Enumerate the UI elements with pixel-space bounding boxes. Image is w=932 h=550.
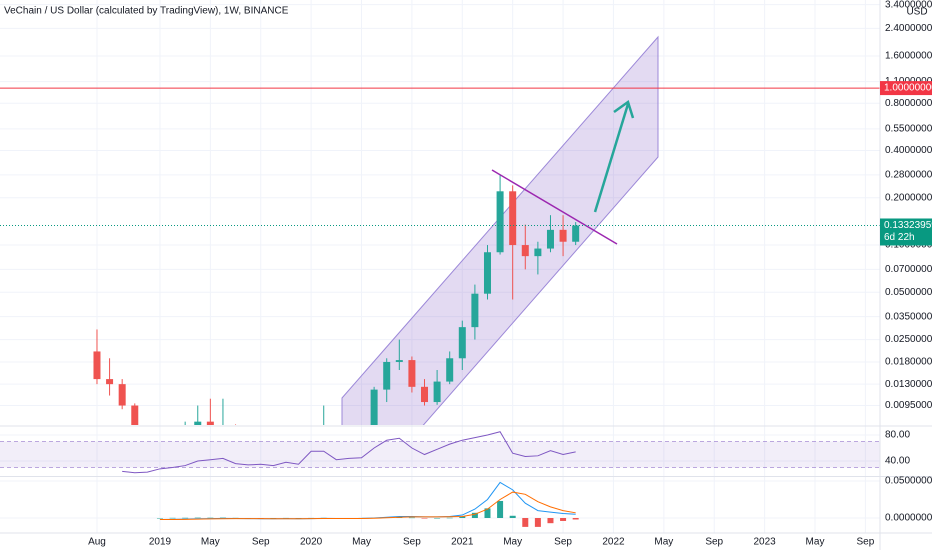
- alert-label-box: [880, 81, 932, 96]
- candles: [93, 174, 580, 442]
- x-tick-label: May: [201, 537, 220, 548]
- rsi-band: [0, 441, 880, 468]
- macd-histogram-bar: [560, 518, 567, 521]
- arrow-head: [613, 99, 635, 119]
- macd-histogram-bar: [572, 518, 579, 520]
- x-tick-label: Sep: [554, 537, 572, 548]
- candle-body: [559, 229, 567, 242]
- x-tick-label: 2021: [451, 537, 474, 548]
- macd-histogram-bar: [156, 518, 163, 519]
- macd-histogram-bar: [534, 518, 541, 527]
- candle-body: [471, 293, 479, 328]
- macd-histogram-bar: [434, 518, 441, 519]
- currency: USD: [906, 7, 927, 18]
- candle-body: [496, 191, 504, 253]
- y-tick-label: 0.00000000: [885, 513, 932, 524]
- candle-body: [194, 421, 202, 425]
- macd-histogram-bar: [194, 517, 201, 519]
- macd-histogram-bar: [497, 500, 504, 518]
- macd-line: [159, 481, 576, 520]
- x-tick-label: May: [503, 537, 522, 548]
- x-tick-label: Sep: [252, 537, 270, 548]
- x-tick-label: May: [352, 537, 371, 548]
- x-tick-label: May: [806, 537, 825, 548]
- candle-body: [206, 421, 214, 425]
- candle-body: [509, 191, 517, 246]
- axes: Aug 2019 May Sep 2020 May Sep 2021 May Sep 2022 May…: [88, 0, 932, 548]
- macd-histogram-bar: [207, 517, 214, 519]
- x-tick-label: 2022: [602, 537, 625, 548]
- candle-body: [131, 405, 139, 425]
- chart-title: VeChain / US Dollar (calculated by Tradi…: [4, 6, 289, 17]
- countdown: 6d 22h: [884, 232, 915, 243]
- arrow: [593, 103, 630, 213]
- drawings-top: [491, 99, 635, 245]
- candle-body: [421, 386, 429, 403]
- x-tick-label: Aug: [88, 537, 106, 548]
- macd-histogram-bar: [547, 518, 554, 524]
- candle-body: [93, 351, 101, 380]
- x-tick-label: 2023: [754, 537, 777, 548]
- x-tick-label: Sep: [403, 537, 421, 548]
- candle-body: [521, 245, 529, 257]
- x-tick-label: Sep: [705, 537, 723, 548]
- candle-body: [483, 252, 491, 294]
- price-label: 0.13323959: [884, 220, 932, 231]
- candle-body: [118, 384, 126, 406]
- x-tick-label: 2020: [300, 537, 323, 548]
- candle-body: [546, 229, 554, 249]
- candle-body: [446, 358, 454, 382]
- macd-histogram-bar: [522, 518, 529, 527]
- y-tick-label: 40.00: [885, 456, 910, 467]
- macd-histogram-bar: [182, 517, 189, 519]
- macd-histogram-bar: [459, 516, 466, 518]
- candle-body: [383, 361, 391, 390]
- y-tick-label: 0.00950000: [885, 400, 932, 411]
- candle-body: [320, 437, 327, 442]
- y-tick-label: 80.00: [885, 430, 910, 441]
- candle-body: [534, 248, 542, 257]
- candle-body: [408, 360, 416, 387]
- candle-body: [219, 426, 226, 427]
- macd-histogram-bar: [421, 518, 428, 519]
- x-tick-label: Sep: [857, 537, 875, 548]
- x-tick-label: May: [654, 537, 673, 548]
- macd-histogram-bar: [509, 515, 516, 518]
- macd-histogram-bar: [169, 517, 176, 519]
- trend-line: [491, 169, 618, 245]
- alert-label: 1.00000000: [884, 83, 932, 94]
- indicators: [0, 87, 880, 527]
- macd-histogram-bar: [408, 517, 415, 519]
- candle-body: [458, 327, 466, 359]
- x-tick-label: 2019: [149, 537, 172, 548]
- macd-histogram-bar: [471, 512, 478, 518]
- candle-body: [106, 379, 114, 385]
- macd-histogram-bar: [446, 517, 453, 519]
- macd-histogram-bar: [484, 508, 491, 518]
- grid: [0, 0, 880, 533]
- signal-line: [159, 491, 576, 520]
- candle-body: [572, 225, 580, 242]
- candle-body: [370, 389, 378, 425]
- candle-body: [433, 381, 441, 403]
- rsi-line: [122, 431, 576, 474]
- price-label-box: [880, 218, 932, 246]
- candle-body: [395, 360, 403, 362]
